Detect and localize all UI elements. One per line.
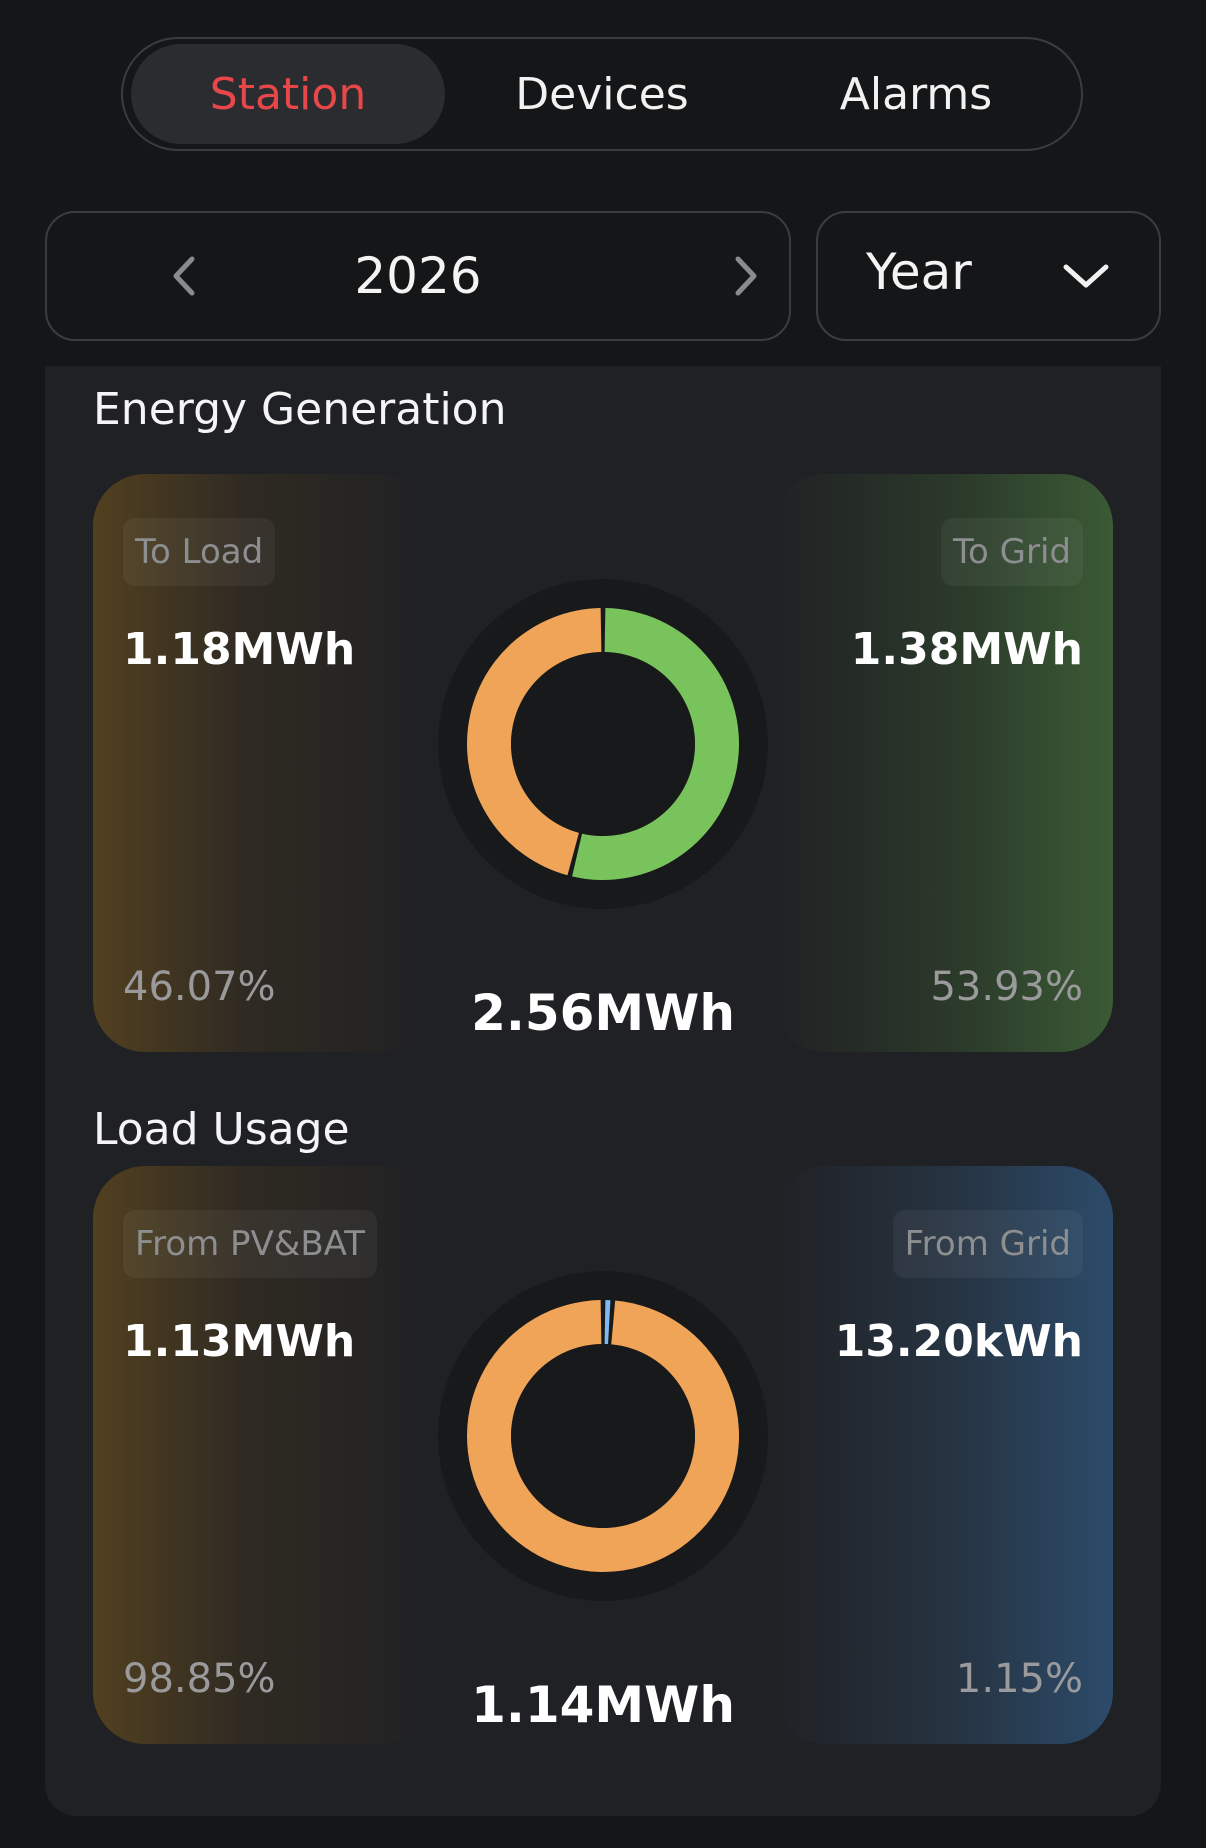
from-pv-bat-panel <box>93 1166 433 1744</box>
statistics-card: Energy Generation To Load 1.18MWh 46.07%… <box>45 366 1161 1816</box>
load-usage-total: 1.14MWh <box>471 1676 735 1734</box>
year-navigator: 2026 <box>45 211 791 341</box>
energy-generation-donut-center <box>511 652 695 836</box>
tab-alarms[interactable]: Alarms <box>839 68 993 120</box>
load-usage-donut <box>438 1271 768 1601</box>
period-dropdown[interactable]: Year <box>816 211 1161 341</box>
tab-station[interactable]: Station <box>131 44 445 144</box>
to-grid-panel <box>773 474 1113 1052</box>
to-load-label: To Load <box>123 518 276 586</box>
energy-generation-title: Energy Generation <box>93 384 507 435</box>
energy-generation-donut-left-segment <box>467 608 602 876</box>
to-grid-value: 1.38MWh <box>850 624 1083 675</box>
to-grid-percent: 53.93% <box>930 964 1083 1010</box>
from-grid-value: 13.20kWh <box>834 1316 1083 1367</box>
from-grid-percent: 1.15% <box>955 1656 1083 1702</box>
energy-generation-panel: To Load 1.18MWh 46.07% To Grid 1.38MWh 5… <box>93 474 1113 1052</box>
previous-year-button[interactable] <box>139 213 229 339</box>
load-usage-donut-right-segment <box>604 1300 611 1345</box>
from-grid-panel <box>773 1166 1113 1744</box>
load-usage-donut-left-segment <box>467 1300 739 1572</box>
from-pv-bat-value: 1.13MWh <box>123 1316 356 1367</box>
tab-devices[interactable]: Devices <box>515 68 689 120</box>
load-usage-title: Load Usage <box>93 1104 350 1155</box>
period-dropdown-value: Year <box>866 243 972 301</box>
chevron-left-icon <box>173 256 195 296</box>
energy-generation-donut-right-segment <box>572 608 739 880</box>
from-pv-bat-percent: 98.85% <box>123 1656 276 1702</box>
from-grid-label: From Grid <box>892 1210 1083 1278</box>
load-usage-donut-center <box>511 1344 695 1528</box>
chevron-down-icon <box>1063 264 1109 288</box>
to-load-value: 1.18MWh <box>123 624 356 675</box>
from-pv-bat-label: From PV&BAT <box>123 1210 378 1278</box>
to-load-percent: 46.07% <box>123 964 276 1010</box>
chevron-right-icon <box>735 256 757 296</box>
to-load-panel <box>93 474 433 1052</box>
energy-generation-total: 2.56MWh <box>471 984 735 1042</box>
load-usage-panel: From PV&BAT 1.13MWh 98.85% From Grid 13.… <box>93 1166 1113 1744</box>
segmented-tabs: Station Devices Alarms <box>121 37 1083 151</box>
energy-generation-donut <box>438 579 768 909</box>
next-year-button[interactable] <box>701 213 791 339</box>
to-grid-label: To Grid <box>941 518 1083 586</box>
